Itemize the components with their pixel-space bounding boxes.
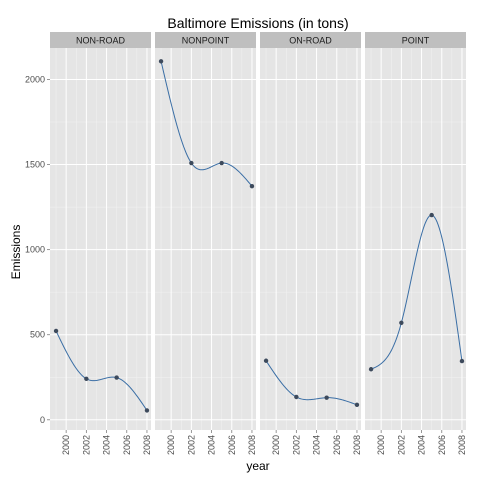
x-axis-title: year xyxy=(246,459,269,473)
series-line xyxy=(160,61,253,187)
x-tick-label: 2004 xyxy=(417,435,427,455)
y-axis-title: Emissions xyxy=(9,225,23,280)
x-tick-label: 2002 xyxy=(291,435,301,455)
y-tick-label: 500 xyxy=(30,330,45,340)
data-point xyxy=(459,358,465,364)
data-point xyxy=(219,160,224,166)
x-tick-label: 2002 xyxy=(186,435,196,455)
panel-point: POINT 2000 2002 2004 2006 2008 xyxy=(365,32,467,455)
data-point xyxy=(249,183,255,189)
x-tick-label: 2008 xyxy=(352,435,362,455)
x-tick-label: 2004 xyxy=(312,435,322,455)
y-tick-label: 1500 xyxy=(25,160,45,170)
panel-background xyxy=(155,48,256,430)
data-point xyxy=(399,320,404,326)
panel-on-road: ON-ROAD 2000 2002 2004 2006 2008 xyxy=(260,32,362,455)
data-point xyxy=(354,402,360,408)
panel-background xyxy=(50,48,151,430)
panel-background xyxy=(365,48,466,430)
x-tick-label: 2002 xyxy=(81,435,91,455)
x-tick-label: 2000 xyxy=(271,435,281,455)
facet-strip xyxy=(365,32,466,48)
chart-title: Baltimore Emissions (in tons) xyxy=(167,15,348,31)
x-tick-label: 2000 xyxy=(61,435,71,455)
series-line xyxy=(265,360,358,406)
x-tick-label: 2006 xyxy=(122,435,132,455)
x-tick-label: 2006 xyxy=(332,435,342,455)
data-point xyxy=(189,160,194,166)
series-line xyxy=(370,214,463,370)
x-tick-label: 2008 xyxy=(142,435,152,455)
series-line xyxy=(55,330,148,411)
facet-strip-label: NONPOINT xyxy=(182,36,230,46)
data-point xyxy=(53,328,59,334)
data-point xyxy=(158,59,164,64)
x-tick-label: 2004 xyxy=(207,435,217,455)
data-point xyxy=(324,395,329,400)
data-point xyxy=(429,212,434,218)
facet-strip-label: ON-ROAD xyxy=(289,36,332,46)
data-point xyxy=(263,358,269,363)
x-tick-label: 2008 xyxy=(457,435,467,455)
facet-strip-label: NON-ROAD xyxy=(76,36,125,46)
data-point xyxy=(294,394,299,400)
x-tick-label: 2002 xyxy=(396,435,406,455)
y-tick-label: 1000 xyxy=(25,245,45,255)
x-tick-label: 2000 xyxy=(376,435,386,455)
facet-strip-label: POINT xyxy=(402,36,430,46)
y-axis: 0 500 1000 1500 2000 xyxy=(25,74,50,425)
facet-strip xyxy=(155,32,256,48)
y-tick-label: 0 xyxy=(40,415,45,425)
x-tick-label: 2006 xyxy=(227,435,237,455)
data-point xyxy=(114,375,119,380)
facet-strip xyxy=(260,32,361,48)
panel-background xyxy=(260,48,361,430)
data-point xyxy=(368,367,374,372)
data-point xyxy=(84,376,89,381)
facet-panels: NON-ROAD 2000 2002 2004 2006 2008 NONPOINT 2000… xyxy=(50,32,467,455)
x-tick-label: 2008 xyxy=(247,435,257,455)
data-point xyxy=(144,408,150,413)
panel-non-road: NON-ROAD 2000 2002 2004 2006 2008 xyxy=(50,32,152,455)
panel-nonpoint: NONPOINT 2000 2002 2004 2006 2008 xyxy=(155,32,257,455)
x-tick-label: 2004 xyxy=(102,435,112,455)
x-tick-label: 2006 xyxy=(437,435,447,455)
x-tick-label: 2000 xyxy=(166,435,176,455)
y-tick-label: 2000 xyxy=(25,74,45,84)
facet-strip xyxy=(50,32,151,48)
